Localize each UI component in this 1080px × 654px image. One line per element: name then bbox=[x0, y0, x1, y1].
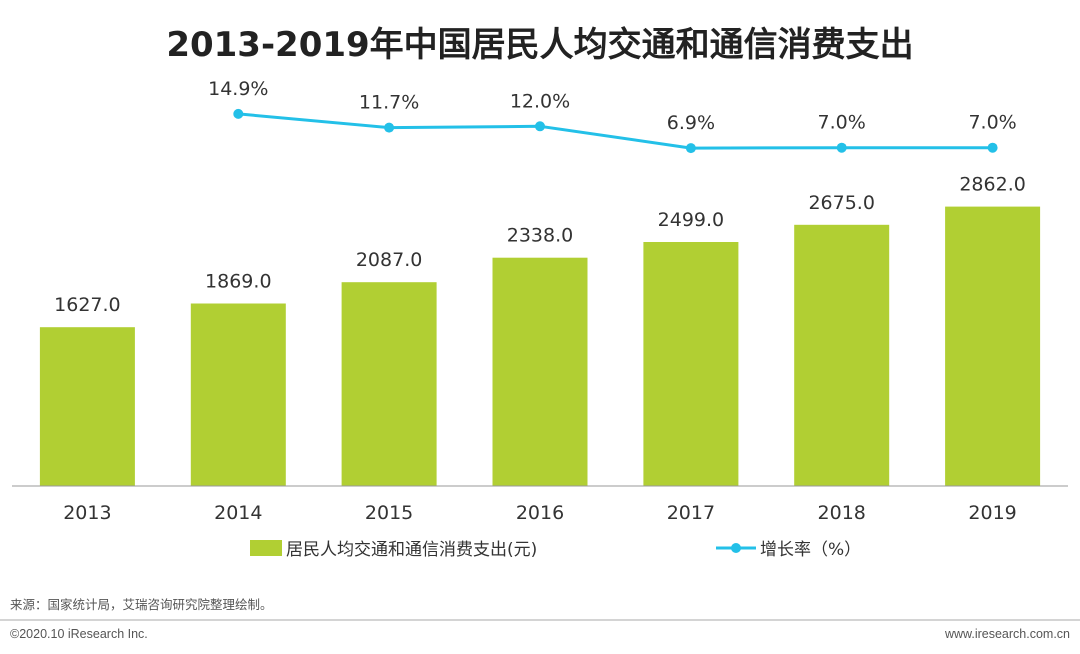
bar-label-2015: 2087.0 bbox=[356, 249, 422, 271]
growth-label-2014: 14.9% bbox=[208, 78, 268, 100]
x-tick-2016: 2016 bbox=[516, 502, 564, 524]
bar-label-2014: 1869.0 bbox=[205, 271, 271, 293]
legend-bar-swatch bbox=[250, 540, 282, 556]
bar-2018 bbox=[794, 224, 890, 487]
bar-label-2019: 2862.0 bbox=[959, 174, 1025, 196]
growth-line-layer bbox=[233, 108, 998, 154]
legend-line-label: 增长率（%） bbox=[760, 540, 861, 560]
growth-labels-layer: 14.9% 11.7% 12.0% 6.9% 7.0% 7.0% bbox=[208, 78, 1017, 134]
bar-label-2016: 2338.0 bbox=[507, 225, 573, 247]
growth-point-2017 bbox=[685, 143, 696, 154]
growth-point-2018 bbox=[836, 142, 847, 153]
bar-label-2017: 2499.0 bbox=[658, 209, 724, 231]
x-ticks-layer: 2013 2014 2015 2016 2017 2018 2019 bbox=[63, 502, 1017, 524]
bar-2013 bbox=[39, 327, 135, 486]
x-tick-2019: 2019 bbox=[968, 502, 1016, 524]
bar-2019 bbox=[945, 206, 1041, 486]
bar-2017 bbox=[643, 242, 739, 486]
growth-label-2015: 11.7% bbox=[359, 92, 419, 114]
bar-labels-layer: 1627.0 1869.0 2087.0 2338.0 2499.0 2675.0 2862… bbox=[54, 174, 1026, 317]
growth-label-2016: 12.0% bbox=[510, 90, 570, 112]
bars-layer bbox=[39, 206, 1041, 487]
bar-2015 bbox=[341, 282, 437, 486]
growth-point-2016 bbox=[535, 121, 545, 132]
legend-bar-label: 居民人均交通和通信消费支出(元) bbox=[286, 540, 537, 560]
growth-label-2019: 7.0% bbox=[968, 112, 1016, 134]
growth-point-2014 bbox=[233, 108, 244, 119]
bar-2016 bbox=[492, 257, 588, 486]
growth-label-2018: 7.0% bbox=[818, 112, 866, 134]
x-tick-2013: 2013 bbox=[63, 502, 111, 524]
bar-2014 bbox=[190, 303, 286, 486]
source-note: 来源：国家统计局，艾瑞咨询研究院整理绘制。 bbox=[10, 597, 273, 612]
growth-point-2019 bbox=[987, 142, 998, 153]
x-tick-2017: 2017 bbox=[667, 502, 715, 524]
growth-point-2015 bbox=[384, 122, 395, 133]
chart-title: 2013-2019年中国居民人均交通和通信消费支出 bbox=[166, 25, 913, 65]
growth-label-2017: 6.9% bbox=[667, 112, 715, 134]
bar-label-2018: 2675.0 bbox=[808, 192, 874, 214]
footer-website: www.iresearch.com.cn bbox=[944, 627, 1070, 641]
x-tick-2015: 2015 bbox=[365, 502, 413, 524]
footer-copyright: ©2020.10 iResearch Inc. bbox=[10, 627, 148, 641]
x-tick-2018: 2018 bbox=[818, 502, 866, 524]
legend-line-marker bbox=[731, 543, 741, 553]
legend: 居民人均交通和通信消费支出(元) 增长率（%） bbox=[250, 540, 861, 560]
growth-line bbox=[238, 112, 993, 150]
x-tick-2014: 2014 bbox=[214, 502, 262, 524]
bar-label-2013: 1627.0 bbox=[54, 294, 120, 316]
